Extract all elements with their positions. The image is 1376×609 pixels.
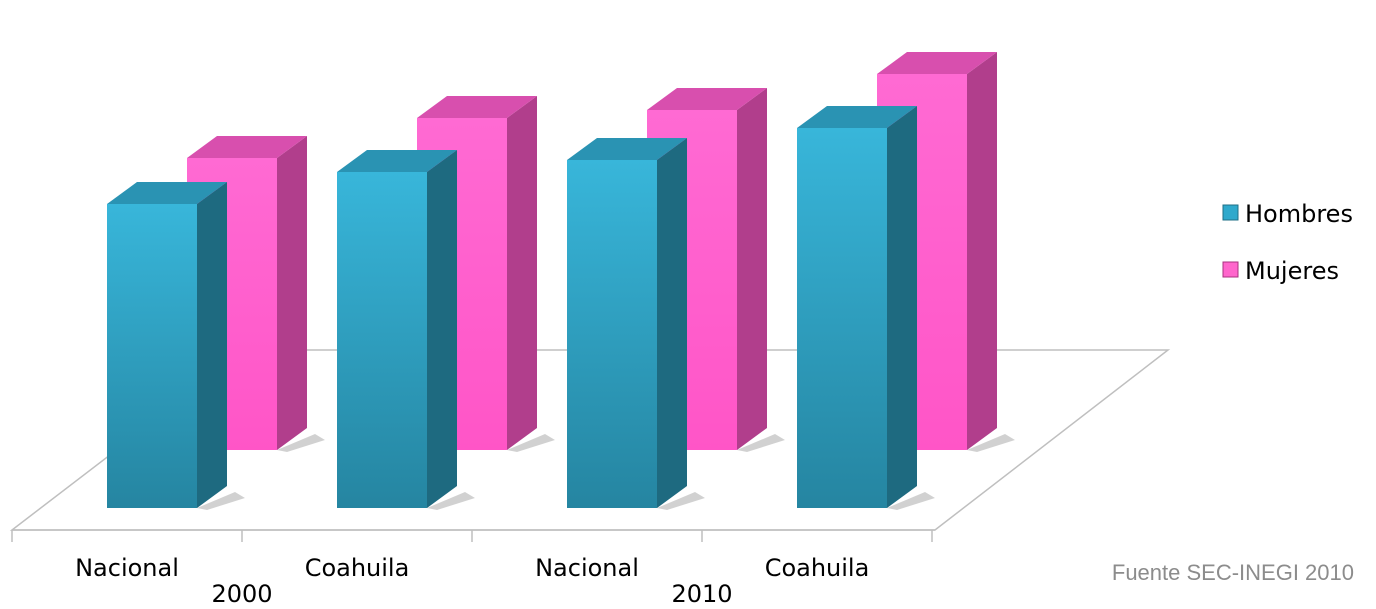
bar-mujeres-1-top [187, 136, 307, 158]
bar-mujeres-4-shadow [967, 434, 1015, 452]
bar-hombres-4-front [797, 128, 887, 508]
bar-hombres-2-shadow [427, 492, 475, 510]
bar-mujeres-3-top [647, 88, 767, 110]
source-note: Fuente SEC-INEGI 2010 [1111, 560, 1354, 585]
legend-item-hombres: Hombres [1222, 200, 1353, 228]
bar-hombres-3-front [567, 160, 657, 508]
bar-hombres-1-shadow [197, 492, 245, 510]
bar-hombres-4-side [887, 106, 917, 508]
bar-mujeres-1-side [277, 136, 307, 450]
bar-hombres-3-shadow [657, 492, 705, 510]
bar-hombres-2-top [337, 150, 457, 172]
x-tick-label: Nacional [75, 554, 179, 582]
bar-hombres-2 [337, 150, 475, 510]
legend-label-mujeres: Mujeres [1245, 257, 1339, 285]
bar-hombres-1-top [107, 182, 227, 204]
legend-item-mujeres: Mujeres [1222, 257, 1339, 285]
bar-hombres-1 [107, 182, 245, 510]
bar-hombres-3-side [657, 138, 687, 508]
bar-mujeres-3-shadow [737, 434, 785, 452]
bar-hombres-1-front [107, 204, 197, 508]
bar-hombres-4 [797, 106, 935, 510]
bar-hombres-4-shadow [887, 492, 935, 510]
bar-mujeres-2-shadow [507, 434, 555, 452]
x-tick-label: Nacional [535, 554, 639, 582]
legend: Hombres Mujeres [1222, 200, 1353, 285]
bar-mujeres-1-shadow [277, 434, 325, 452]
x-tick-label: Coahuila [305, 554, 410, 582]
x-tick-label: Coahuila [765, 554, 870, 582]
group-label: 2010 [671, 580, 732, 608]
bar-hombres-3 [567, 138, 705, 510]
bar-mujeres-4-top [877, 52, 997, 74]
legend-swatch-mujeres [1222, 261, 1239, 278]
bar-mujeres-2-top [417, 96, 537, 118]
bar-hombres-2-side [427, 150, 457, 508]
legend-label-hombres: Hombres [1245, 200, 1353, 228]
bar-mujeres-3-side [737, 88, 767, 450]
bar-hombres-2-front [337, 172, 427, 508]
bar-hombres-3-top [567, 138, 687, 160]
bar-mujeres-2-side [507, 96, 537, 450]
legend-swatch-hombres [1222, 204, 1239, 221]
bar-hombres-4-top [797, 106, 917, 128]
bar-hombres-1-side [197, 182, 227, 508]
group-label: 2000 [211, 580, 272, 608]
bar-mujeres-4-side [967, 52, 997, 450]
